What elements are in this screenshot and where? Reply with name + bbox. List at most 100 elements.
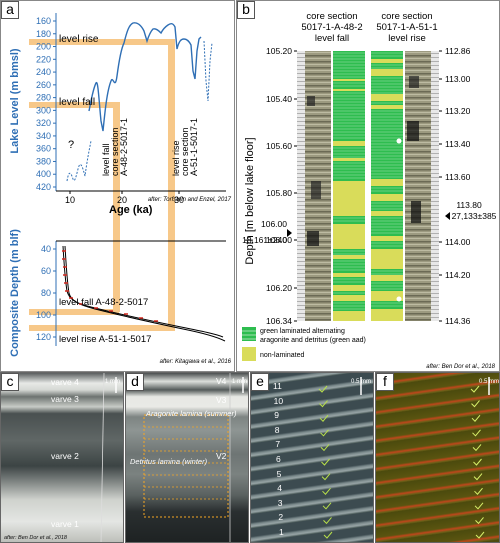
top-xtick-label: 10 <box>65 195 75 205</box>
top-source: after: Torfstein and Enzel, 2017 <box>148 197 232 203</box>
top-ytick-label: 420 <box>36 182 51 192</box>
checkmarks-f <box>470 385 485 539</box>
top-ytick-label: 300 <box>36 105 51 115</box>
annot-rise: level rise core section A-51-1-5017-1 <box>171 118 199 176</box>
legend-green-swatch <box>242 327 256 341</box>
top-ytick-label: 280 <box>36 93 51 103</box>
b-y-label: Depth [m below lake floor] <box>244 137 256 264</box>
x-axis-label: Age (ka) <box>109 204 153 216</box>
svg-text:core section: core section <box>306 11 357 22</box>
svg-text:level fall: level fall <box>101 143 111 176</box>
check-mark <box>323 517 332 525</box>
panel-b: b core section 5017-1-A-48-2 level fall … <box>236 0 500 372</box>
bottom-ytick-label: 120 <box>36 332 51 342</box>
bottom-y-label: Composite Depth (m blf) <box>9 229 21 357</box>
legend-green-line1: green laminated alternating <box>260 328 345 335</box>
top-ytick-label: 220 <box>36 54 51 64</box>
green-aad-band <box>371 63 403 69</box>
check-mark <box>320 444 330 452</box>
b-right-tick-label: 113.60 <box>445 172 471 182</box>
svg-text:5017-1-A-48-2: 5017-1-A-48-2 <box>301 22 362 33</box>
b-right-tick-label: 112.86 <box>445 46 471 56</box>
panel-label-a: a <box>1 1 19 19</box>
b-left-tick-label: 106.00 <box>266 235 292 245</box>
b-left-tick-label: 106.20 <box>266 283 292 293</box>
varve-1-label: varve 1 <box>51 519 79 529</box>
legend-yellow-label: non-laminated <box>260 352 304 359</box>
check-mark <box>320 429 329 437</box>
detritus-label: Detritus lamina (winter) <box>130 457 208 466</box>
top-ytick-label: 240 <box>36 67 51 77</box>
scale-label-e: 0.5 mm <box>351 379 372 385</box>
checkmarks-e <box>318 385 333 539</box>
left-date-depth: 106.00 <box>261 219 287 229</box>
panel-a-chart: 160 180 200 220 240 260 280 300 320 340 360 380 400 4… <box>9 13 232 365</box>
b-right-tick-label: 113.00 <box>445 74 471 84</box>
green-aad-band <box>333 216 365 224</box>
svg-text:level rise: level rise <box>388 33 426 44</box>
top-xtick-label: 30 <box>174 195 184 205</box>
check-mark <box>474 502 484 510</box>
svg-text:core section: core section <box>381 11 432 22</box>
top-ytick-label: 160 <box>36 16 51 26</box>
green-bands-left <box>333 51 365 311</box>
lamina-number: 6 <box>276 454 281 464</box>
right-scale-ruler <box>431 51 439 321</box>
check-mark <box>475 531 485 539</box>
top-ytick-label: 360 <box>36 144 51 154</box>
green-aad-band <box>333 81 365 89</box>
lamina-number: 10 <box>273 395 284 406</box>
panel-label-e: e <box>251 373 269 391</box>
check-mark <box>472 444 482 452</box>
photo-e: e 11 10 9 8 7 6 5 4 3 2 1 0.5 mm <box>250 372 374 543</box>
green-aad-band <box>371 76 403 94</box>
check-mark <box>319 400 328 408</box>
b-right-tick-label: 114.00 <box>445 237 471 247</box>
depth-left-ticks: 105.20 105.40 105.60 105.80 106.00 106.20 106.… <box>266 46 297 326</box>
photo-d: d V4 V3 V2 Aragonite lamina (summer) Det… <box>125 372 249 543</box>
legend-green-line2: aragonite and detritus (green aad) <box>260 337 366 344</box>
photo-c: c varve 4 varve 3 varve 2 varve 1 1 mm a… <box>0 372 124 543</box>
check-mark <box>475 517 484 525</box>
c-source: after: Ben Dor et al., 2018 <box>4 535 67 541</box>
green-aad-band <box>333 146 365 158</box>
panel-label-c: c <box>1 373 19 391</box>
varve-4-label: varve 4 <box>51 377 79 387</box>
lamina-number: 11 <box>273 381 282 391</box>
level-rise-band-bottom <box>29 325 175 331</box>
check-mark <box>319 414 329 422</box>
green-aad-band <box>333 259 365 273</box>
depth-markers <box>62 250 158 322</box>
question-mark: ? <box>68 139 74 151</box>
panel-label-f: f <box>376 373 394 391</box>
top-x-ticks: 10 20 30 <box>65 191 184 205</box>
b-right-tick-label: 113.20 <box>445 106 471 116</box>
left-scale-ruler <box>297 51 305 321</box>
panel-label-b: b <box>237 1 255 19</box>
depth-right-ticks: 112.86 113.00 113.20 113.40 113.60 114.00 114.… <box>439 46 471 326</box>
green-aad-band <box>371 186 403 194</box>
scale-label-c: 1 mm <box>105 379 120 385</box>
svg-text:core section: core section <box>110 127 120 176</box>
crack-line <box>100 373 105 542</box>
scale-label-d: 1 mm <box>232 379 247 385</box>
top-level-rise-label: level rise <box>59 34 99 45</box>
varve-3-label: varve 3 <box>51 394 79 404</box>
right-date-age: 27,133±385 <box>452 211 497 221</box>
level-rise-band-top <box>29 39 175 45</box>
check-mark <box>322 487 331 495</box>
bottom-ytick-label: 60 <box>41 266 51 276</box>
check-mark <box>474 487 483 495</box>
orange-dashed-box <box>143 414 229 518</box>
photo-f: f 0.5 mm <box>375 372 500 543</box>
b-left-tick-label: 105.20 <box>266 46 292 56</box>
scale-label-f: 0.5 mm <box>479 379 500 385</box>
lake-level-curve <box>88 22 202 132</box>
lamina-number: 2 <box>278 512 284 523</box>
bottom-level-fall-label: level fall A-48-2-5017 <box>59 297 148 308</box>
check-mark <box>471 414 481 422</box>
col1-title: core section 5017-1-A-48-2 level fall <box>301 11 362 44</box>
top-y-ticks: 160 180 200 220 240 260 280 300 320 340 360 380 400 4… <box>36 16 56 192</box>
level-fall-band-bottom <box>29 309 119 315</box>
svg-text:level rise: level rise <box>171 140 181 176</box>
